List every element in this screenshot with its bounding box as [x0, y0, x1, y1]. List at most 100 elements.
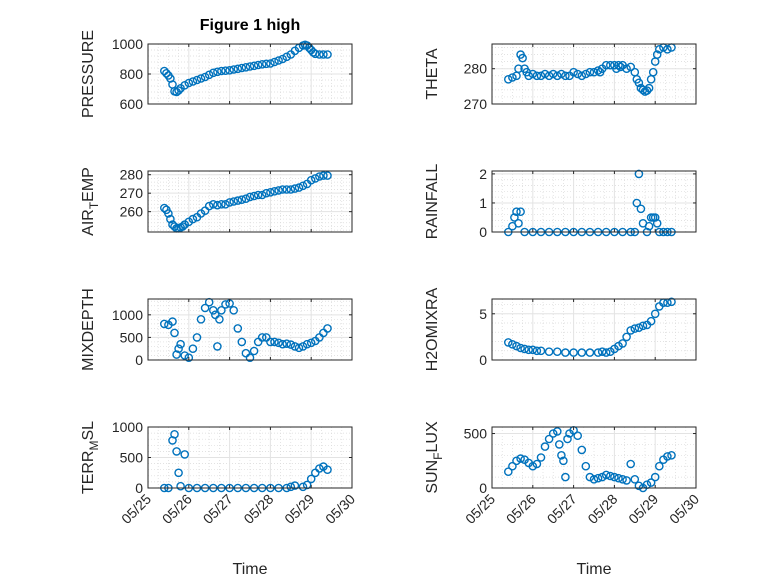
data-point — [553, 427, 562, 436]
data-point — [601, 348, 611, 357]
data-point — [323, 171, 332, 180]
data-point — [524, 345, 534, 355]
data-point — [514, 218, 523, 228]
data-point — [644, 83, 654, 93]
data-point — [253, 190, 263, 200]
data-point — [516, 454, 525, 463]
data-point — [319, 50, 328, 59]
data-point — [241, 194, 251, 203]
data-point — [249, 346, 259, 356]
data-point — [577, 71, 587, 81]
data-point — [282, 339, 292, 349]
data-point — [667, 450, 676, 460]
data-point — [159, 319, 169, 329]
data-point — [172, 350, 181, 359]
data-point — [286, 482, 296, 492]
subplot-air-temp: 260 270 280 AIRTEMP — [80, 167, 353, 236]
x-tick-label: 05/28 — [584, 491, 620, 527]
data-point — [626, 62, 636, 72]
data-point — [274, 186, 283, 195]
subplot-h2omixra: 0 5 H2OMIXRA — [424, 287, 697, 371]
data-point — [614, 60, 623, 70]
data-point — [164, 209, 173, 218]
subplot-rainfall: 0 1 2 RAINFALL — [424, 164, 697, 240]
y-tick-label: 260 — [120, 204, 144, 220]
data-point — [245, 192, 255, 202]
data-point — [257, 333, 267, 342]
axes-box — [491, 43, 697, 105]
data-point — [217, 199, 226, 209]
data-point — [170, 328, 179, 338]
data-point — [184, 353, 194, 363]
subplot-mixdepth: 0 500 1000 MIXDEPTH — [80, 288, 353, 371]
data-point — [225, 66, 234, 75]
data-point — [536, 346, 546, 356]
x-tick-label: 05/26 — [159, 491, 195, 527]
y-axis-label: TERRMSL — [80, 421, 101, 494]
x-tick-label: 05/25 — [462, 491, 498, 527]
data-point — [290, 184, 300, 193]
y-axis-label: SUNFLUX — [424, 421, 445, 494]
data-point — [646, 478, 656, 487]
data-point — [650, 213, 660, 222]
data-point — [536, 71, 546, 81]
data-point — [261, 59, 271, 69]
data-point — [601, 470, 611, 480]
x-tick-label: 05/26 — [503, 491, 539, 527]
data-point — [208, 305, 218, 315]
data-point — [315, 50, 324, 59]
data-point — [286, 185, 296, 194]
data-point — [652, 50, 662, 59]
data-point — [563, 434, 572, 444]
data-point — [306, 474, 316, 484]
axes-box — [491, 170, 697, 233]
data-point — [188, 214, 198, 224]
axes-box — [147, 170, 353, 233]
data-point — [650, 472, 660, 482]
y-tick-label: 0 — [479, 352, 487, 368]
y-tick-label: 0 — [135, 352, 143, 368]
y-tick-label: 1000 — [112, 36, 143, 52]
y-axis-label: H2OMIXRA — [424, 287, 441, 371]
data-point — [634, 481, 644, 491]
data-point — [298, 482, 308, 492]
data-point — [528, 461, 538, 471]
data-point — [512, 456, 521, 466]
data-point — [555, 440, 564, 449]
axes-box — [147, 298, 353, 361]
x-tick-label: 05/27 — [200, 491, 236, 527]
data-point — [589, 67, 599, 77]
data-point — [213, 200, 222, 210]
data-point — [589, 474, 599, 484]
data-point — [261, 188, 271, 198]
data-point — [585, 348, 595, 357]
data-point — [601, 60, 611, 70]
data-point — [249, 61, 259, 71]
data-point — [544, 347, 554, 357]
data-point — [630, 474, 640, 484]
data-point — [667, 297, 676, 307]
subplot-theta: 270 280 THETA — [424, 43, 697, 112]
data-point — [237, 337, 247, 347]
data-point — [512, 341, 521, 351]
data-point — [200, 303, 210, 313]
data-point — [170, 429, 179, 439]
data-point — [174, 86, 183, 95]
data-point — [548, 429, 558, 438]
data-point — [266, 337, 275, 347]
y-tick-label: 270 — [120, 185, 144, 201]
data-point — [626, 326, 636, 335]
data-point — [573, 69, 583, 79]
data-point — [634, 78, 644, 88]
data-point — [585, 472, 595, 482]
data-point — [634, 323, 644, 333]
y-tick-label: 1000 — [112, 307, 143, 323]
data-point — [593, 66, 603, 75]
y-tick-label: 0 — [479, 224, 487, 240]
data-point — [237, 63, 247, 73]
data-point — [614, 473, 623, 483]
subplot-pressure: 600 800 1000 PRESSURE Figure 1 high — [80, 17, 353, 118]
data-point — [606, 471, 615, 481]
x-tick-label: 05/28 — [240, 491, 276, 527]
data-point — [229, 197, 238, 206]
